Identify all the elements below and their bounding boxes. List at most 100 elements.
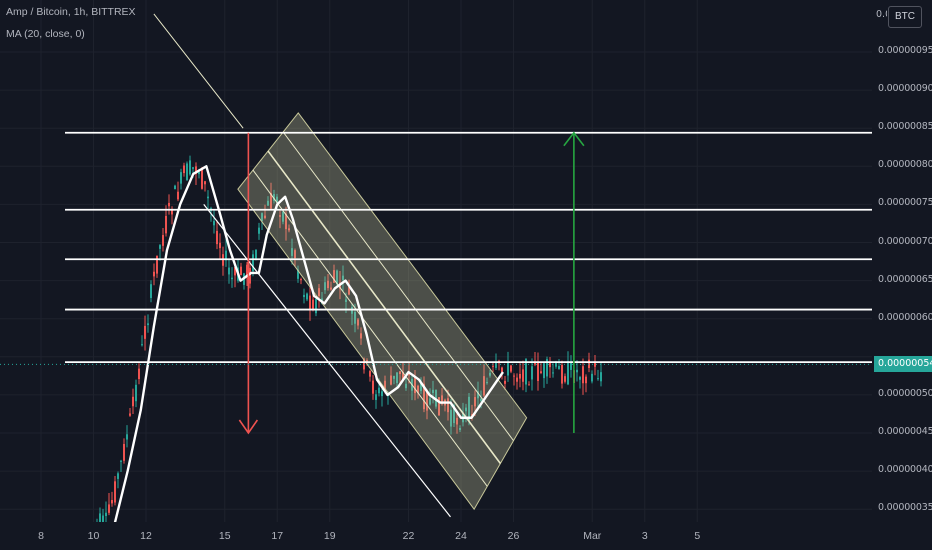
candle-body: [162, 235, 164, 246]
candle-body: [357, 319, 359, 326]
time-axis-label: Mar: [583, 530, 602, 542]
moving-average-line: [113, 165, 504, 522]
candle-body: [333, 270, 335, 283]
channel-lower-trendline: [203, 204, 451, 518]
candle-body: [480, 398, 482, 402]
candle-body: [474, 397, 476, 407]
candle-body: [261, 213, 263, 222]
price-axis-label: 0.00000040: [878, 464, 932, 476]
time-axis-label: 10: [87, 530, 100, 542]
candle-body: [537, 362, 539, 382]
candle-body: [594, 362, 596, 367]
time-axis-label: 3: [641, 530, 648, 542]
candle-body: [207, 196, 209, 199]
candle-body: [126, 434, 128, 440]
candle-body: [141, 344, 143, 346]
candle-body: [348, 286, 350, 295]
time-axis-label: 26: [507, 530, 520, 542]
candle-body: [507, 362, 509, 376]
candle-body: [522, 369, 524, 382]
candle-body: [525, 359, 527, 385]
candle-body: [264, 215, 266, 219]
candle-body: [192, 167, 194, 169]
price-axis[interactable]: 0.00000095 0.00000090 0.00000085 0.00000080…: [872, 0, 932, 522]
candle-body: [225, 250, 227, 261]
candle-body: [372, 380, 374, 394]
price-axis-label: 0.00000080: [878, 159, 932, 171]
time-axis-label: 22: [402, 530, 415, 542]
price-axis-label: 0.00000075: [878, 197, 932, 209]
candle-body: [258, 227, 260, 234]
candle-body: [336, 270, 338, 285]
candle-body: [228, 267, 230, 275]
candle-body: [174, 185, 176, 190]
candle-body: [273, 194, 275, 201]
candle-body: [399, 371, 401, 375]
price-axis-label: 0.00000035: [878, 502, 932, 514]
indicator-legend[interactable]: MA (20, close, 0): [6, 28, 85, 40]
candle-body: [306, 293, 308, 300]
candle-body: [570, 362, 572, 370]
price-axis-label: 0.00000090: [878, 83, 932, 95]
time-axis-label: 12: [140, 530, 152, 542]
candle-body: [405, 383, 407, 389]
price-axis-cut-label: 0.0: [876, 9, 887, 20]
candle-body: [135, 384, 137, 402]
time-axis-label: 19: [323, 530, 336, 542]
candle-body: [390, 375, 392, 385]
channel-band: [237, 112, 528, 511]
candle-body: [528, 384, 530, 386]
last-price-tag: 0.00000054: [874, 356, 932, 372]
candle-body: [516, 377, 518, 382]
time-axis[interactable]: 8 10 12 15 17 19 22 24 26 Mar 3 5: [0, 522, 932, 550]
candle-body: [381, 391, 383, 397]
candle-body: [441, 395, 443, 405]
candle-body: [285, 213, 287, 230]
candle-body: [240, 266, 242, 276]
candle-body: [477, 391, 479, 399]
time-axis-label: 15: [218, 530, 231, 542]
down-arrow-head: [238, 419, 259, 435]
candle-body: [153, 271, 155, 277]
candle-body: [588, 359, 590, 368]
candle-body: [486, 382, 488, 384]
candle-body: [513, 375, 515, 377]
candle-body: [252, 254, 254, 272]
candle-body: [117, 473, 119, 479]
candle-body: [171, 209, 173, 215]
candle-body: [108, 504, 110, 513]
candle-body: [435, 389, 437, 407]
candle-body: [219, 242, 221, 249]
currency-badge[interactable]: BTC: [888, 6, 922, 28]
arrow-drawings[interactable]: [238, 131, 585, 435]
candle-body: [147, 323, 149, 326]
candle-body: [585, 376, 587, 384]
candle-body: [492, 365, 494, 367]
candle-body: [159, 245, 161, 249]
candle-body: [330, 287, 332, 290]
candle-body: [183, 165, 185, 174]
candle-body: [102, 515, 104, 522]
candle-body: [576, 369, 578, 373]
price-axis-label: 0.00000065: [878, 273, 932, 285]
candle-body: [177, 191, 179, 200]
chart-grid: [0, 0, 872, 522]
horizontal-level-lines[interactable]: [65, 131, 872, 364]
candle-body: [402, 372, 404, 380]
candle-body: [279, 215, 281, 217]
candle-body: [249, 267, 251, 284]
candle-body: [483, 376, 485, 396]
chart-canvas[interactable]: [0, 0, 872, 522]
descending-channel-drawing[interactable]: [153, 13, 528, 518]
candle-body: [189, 160, 191, 175]
price-axis-label: 0.00000045: [878, 426, 932, 437]
channel-inner-line: [282, 131, 514, 441]
candle-body: [120, 460, 122, 462]
candle-body: [597, 378, 599, 380]
candle-body: [345, 299, 347, 302]
candle-body: [105, 512, 107, 517]
candle-body: [456, 417, 458, 425]
candle-body: [99, 513, 101, 522]
symbol-legend[interactable]: Amp / Bitcoin, 1h, BITTREX: [6, 6, 136, 18]
